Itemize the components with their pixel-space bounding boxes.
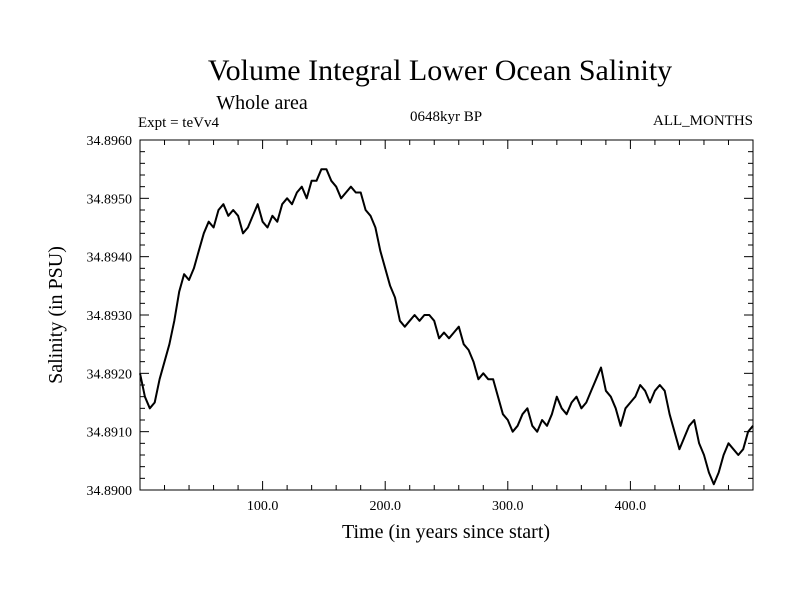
y-tick-label: 34.8920 — [87, 367, 133, 382]
y-axis-label: Salinity (in PSU) — [45, 246, 67, 384]
x-tick-label: 300.0 — [492, 499, 524, 514]
x-axis: 100.0 200.0 300.0 400.0 — [164, 140, 729, 514]
plot-frame — [139, 139, 754, 491]
y-tick-label: 34.8900 — [87, 484, 133, 499]
chart-subtitle: Whole area — [216, 92, 308, 114]
period-label: 0648kyr BP — [410, 109, 482, 125]
x-tick-label: 100.0 — [247, 499, 279, 514]
y-tick-label: 34.8910 — [87, 426, 133, 441]
y-tick-label: 34.8930 — [87, 309, 133, 324]
y-tick-label: 34.8950 — [87, 192, 133, 207]
months-label: ALL_MONTHS — [653, 113, 753, 129]
y-axis: 34.8900 34.8910 34.8920 34.8930 34.8940 34.89… — [87, 134, 753, 499]
x-axis-label: Time (in years since start) — [342, 521, 550, 543]
y-tick-label: 34.8960 — [87, 134, 133, 149]
salinity-series-line — [139, 168, 754, 486]
x-tick-label: 200.0 — [369, 499, 401, 514]
y-tick-label: 34.8940 — [87, 251, 133, 266]
x-tick-label: 400.0 — [615, 499, 647, 514]
experiment-label: Expt = teVv4 — [138, 115, 219, 131]
chart-title: Volume Integral Lower Ocean Salinity — [208, 54, 672, 87]
